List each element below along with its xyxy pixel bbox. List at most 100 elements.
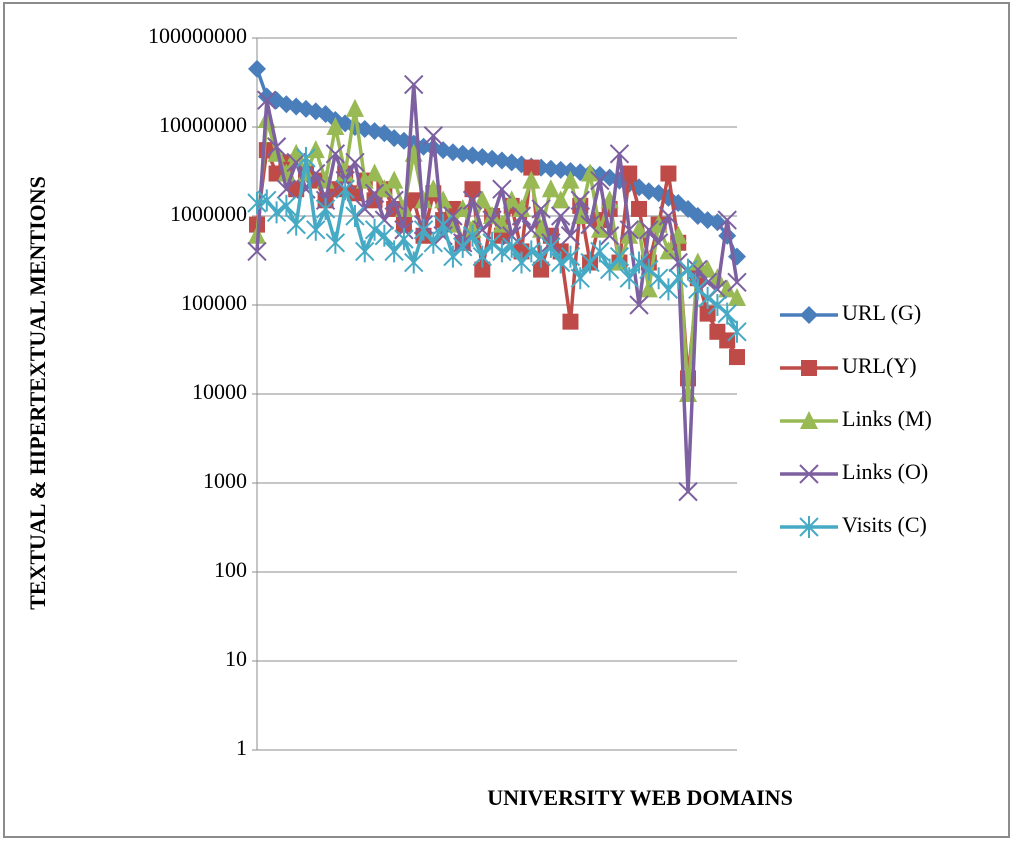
data-point: [521, 220, 541, 240]
data-point: [727, 320, 747, 343]
data-point: [599, 226, 620, 246]
data-point: [561, 170, 580, 189]
data-point: [729, 349, 745, 366]
data-point: [609, 144, 630, 164]
data-point: [462, 190, 483, 211]
data-point: [728, 287, 746, 306]
data-point: [464, 181, 481, 198]
y-tick-label: 10000000: [159, 112, 247, 137]
data-point: [375, 179, 394, 198]
data-point: [306, 218, 326, 241]
data-point: [533, 261, 550, 278]
data-point: [325, 231, 346, 254]
data-point: [560, 245, 581, 268]
data-point: [532, 219, 551, 238]
legend-label: URL(Y): [842, 353, 917, 378]
data-point: [523, 159, 540, 176]
data-point: [550, 206, 571, 226]
data-point: [423, 231, 444, 254]
data-point: [345, 152, 365, 173]
data-point: [482, 210, 502, 230]
y-tick-label: 10: [225, 646, 247, 671]
data-point: [501, 235, 522, 258]
data-point: [668, 252, 688, 273]
data-point: [433, 213, 453, 236]
data-point: [580, 214, 600, 235]
y-tick-label: 1000: [203, 468, 247, 493]
data-point: [423, 125, 444, 146]
legend-label: Links (O): [842, 459, 928, 484]
data-point: [257, 90, 277, 110]
data-point: [659, 241, 678, 260]
data-point: [648, 233, 669, 253]
data-point: [326, 117, 345, 135]
data-point: [531, 199, 551, 219]
data-point: [286, 213, 306, 236]
data-point: [599, 258, 620, 281]
data-point: [385, 170, 404, 189]
data-point: [639, 279, 658, 298]
data-point: [511, 206, 532, 226]
x-axis-title: UNIVERSITY WEB DOMAINS: [487, 785, 793, 810]
data-point: [474, 261, 491, 278]
data-point: [522, 170, 541, 189]
data-point: [619, 220, 639, 240]
data-point: [619, 267, 639, 290]
data-point: [678, 481, 698, 502]
data-point: [629, 251, 649, 274]
data-point: [355, 199, 375, 219]
data-point: [364, 183, 385, 203]
data-point: [717, 302, 737, 325]
data-point: [453, 198, 472, 217]
y-tick-label: 100000: [181, 290, 247, 315]
y-axis-title: TEXTUAL & HIPERTEXTUAL MENTIONS: [25, 176, 50, 610]
data-point: [414, 190, 433, 209]
data-point: [394, 228, 414, 251]
data-point: [336, 114, 355, 133]
data-point: [727, 272, 747, 292]
y-tick-label: 1000000: [170, 201, 247, 226]
legend-marker: [800, 411, 818, 429]
data-point: [717, 210, 737, 230]
data-point: [590, 219, 609, 238]
data-point: [492, 179, 512, 199]
legend-marker: [799, 464, 819, 484]
legend-marker: [799, 516, 819, 538]
data-point: [581, 163, 600, 182]
data-point: [248, 59, 266, 78]
legend-label: Visits (C): [842, 512, 927, 537]
data-point: [462, 224, 483, 247]
data-point: [609, 245, 630, 268]
data-point: [718, 279, 737, 298]
data-point: [335, 178, 355, 201]
data-point: [355, 240, 375, 263]
data-point: [472, 245, 493, 268]
data-point: [590, 240, 610, 263]
data-point: [315, 197, 336, 220]
data-point: [374, 224, 395, 247]
y-tick-label: 1: [236, 735, 247, 760]
data-point: [550, 251, 571, 274]
data-point: [345, 205, 365, 227]
data-point: [697, 286, 718, 309]
data-point: [266, 201, 287, 224]
data-point: [364, 218, 385, 241]
data-point: [276, 179, 297, 199]
data-point: [541, 179, 560, 198]
data-point: [629, 295, 649, 315]
y-tick-label: 100000000: [148, 23, 247, 48]
y-tick-label: 10000: [192, 379, 247, 404]
data-point: [345, 98, 364, 117]
data-point: [560, 226, 581, 246]
data-point: [551, 190, 570, 209]
data-point: [384, 190, 404, 211]
legend-marker: [801, 360, 817, 376]
chart-frame: [3, 2, 1010, 838]
data-point: [590, 170, 610, 191]
data-point: [658, 206, 679, 226]
data-point: [257, 189, 277, 212]
data-point: [473, 190, 492, 209]
data-point: [296, 146, 316, 169]
data-point: [570, 267, 590, 290]
